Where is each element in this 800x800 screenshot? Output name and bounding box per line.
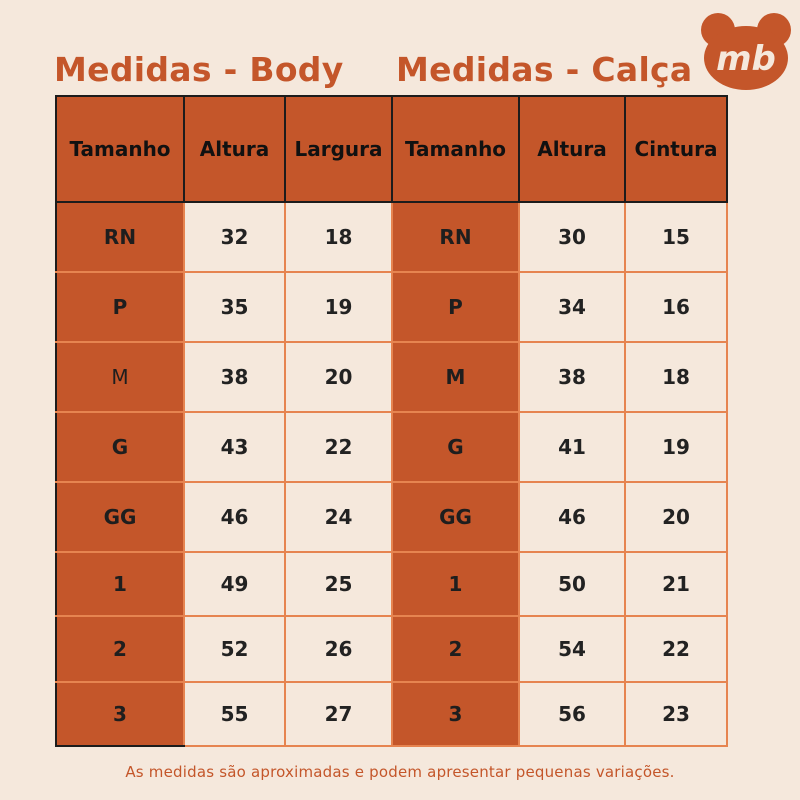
calca-size-cell: M (391, 341, 520, 413)
body-largura-cell: 18 (284, 201, 393, 273)
calca-altura-cell: 34 (518, 271, 626, 343)
calca-altura-cell: 41 (518, 411, 626, 483)
table-row: GG 46 24 GG 46 20 (55, 481, 728, 553)
body-size-cell: RN (55, 201, 185, 273)
logo-text: mb (716, 39, 776, 79)
header-body-tamanho: Tamanho (55, 95, 185, 203)
header-calca-tamanho: Tamanho (391, 95, 520, 203)
body-altura-cell: 46 (183, 481, 286, 553)
calca-altura-cell: 30 (518, 201, 626, 273)
body-largura-cell: 25 (284, 551, 393, 617)
calca-altura-cell: 46 (518, 481, 626, 553)
table-row: M 38 20 M 38 18 (55, 341, 728, 413)
body-size-cell: M (55, 341, 185, 413)
calca-size-cell: P (391, 271, 520, 343)
body-largura-cell: 22 (284, 411, 393, 483)
header-calca-altura: Altura (518, 95, 626, 203)
body-size-cell: 2 (55, 615, 185, 683)
body-altura-cell: 35 (183, 271, 286, 343)
calca-size-cell: 3 (391, 681, 520, 747)
body-largura-cell: 27 (284, 681, 393, 747)
calca-cintura-cell: 21 (624, 551, 728, 617)
header-body-largura: Largura (284, 95, 393, 203)
body-size-cell: 1 (55, 551, 185, 617)
body-size-cell: G (55, 411, 185, 483)
body-largura-cell: 20 (284, 341, 393, 413)
body-altura-cell: 32 (183, 201, 286, 273)
header-row: Tamanho Altura Largura Tamanho Altura Ci… (55, 95, 728, 203)
table-row: 3 55 27 3 56 23 (55, 681, 728, 747)
title-calca: Medidas - Calça (396, 50, 693, 89)
size-table: Tamanho Altura Largura Tamanho Altura Ci… (55, 95, 728, 747)
bear-head-icon: mb (701, 13, 791, 90)
table-row: 2 52 26 2 54 22 (55, 615, 728, 683)
calca-cintura-cell: 19 (624, 411, 728, 483)
body-size-cell: P (55, 271, 185, 343)
table-row: P 35 19 P 34 16 (55, 271, 728, 343)
body-largura-cell: 26 (284, 615, 393, 683)
calca-size-cell: RN (391, 201, 520, 273)
calca-altura-cell: 50 (518, 551, 626, 617)
calca-cintura-cell: 15 (624, 201, 728, 273)
body-size-cell: 3 (55, 681, 185, 747)
calca-cintura-cell: 22 (624, 615, 728, 683)
body-altura-cell: 52 (183, 615, 286, 683)
body-size-cell: GG (55, 481, 185, 553)
calca-cintura-cell: 20 (624, 481, 728, 553)
body-largura-cell: 19 (284, 271, 393, 343)
calca-altura-cell: 38 (518, 341, 626, 413)
body-altura-cell: 43 (183, 411, 286, 483)
calca-size-cell: 2 (391, 615, 520, 683)
footnote: As medidas são aproximadas e podem apres… (125, 763, 675, 781)
calca-altura-cell: 56 (518, 681, 626, 747)
calca-cintura-cell: 23 (624, 681, 728, 747)
body-altura-cell: 55 (183, 681, 286, 747)
table-row: 1 49 25 1 50 21 (55, 551, 728, 617)
calca-size-cell: GG (391, 481, 520, 553)
table-row: G 43 22 G 41 19 (55, 411, 728, 483)
calca-size-cell: 1 (391, 551, 520, 617)
title-body: Medidas - Body (54, 50, 344, 89)
calca-altura-cell: 54 (518, 615, 626, 683)
header-body-altura: Altura (183, 95, 286, 203)
body-altura-cell: 49 (183, 551, 286, 617)
body-altura-cell: 38 (183, 341, 286, 413)
calca-cintura-cell: 16 (624, 271, 728, 343)
header-calca-cintura: Cintura (624, 95, 728, 203)
body-largura-cell: 24 (284, 481, 393, 553)
calca-cintura-cell: 18 (624, 341, 728, 413)
table-row: RN 32 18 RN 30 15 (55, 201, 728, 273)
calca-size-cell: G (391, 411, 520, 483)
